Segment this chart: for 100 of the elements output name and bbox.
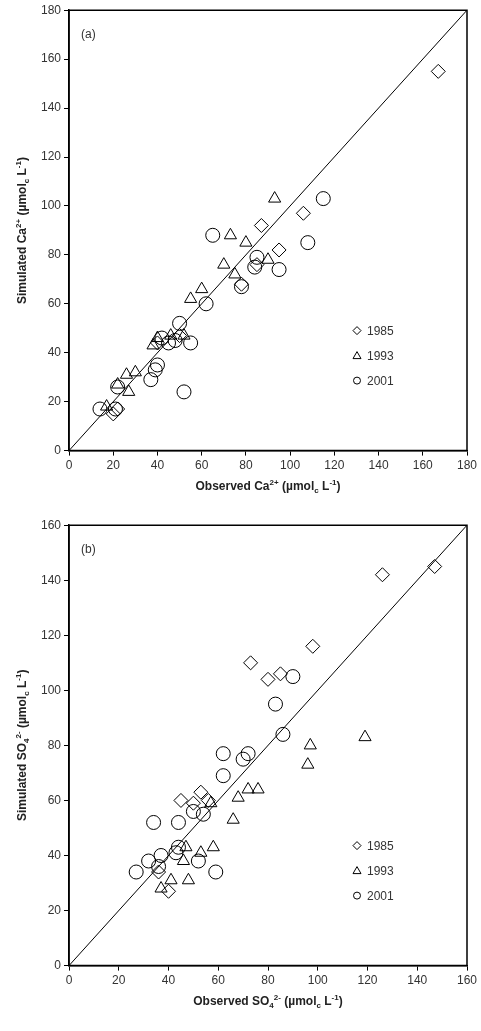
point — [358, 729, 372, 742]
point — [184, 291, 198, 303]
point — [295, 205, 311, 221]
point — [122, 384, 136, 396]
point — [154, 330, 170, 346]
point — [249, 249, 265, 265]
point — [151, 864, 167, 880]
point — [110, 379, 126, 395]
point — [194, 845, 208, 857]
point — [164, 872, 178, 885]
point — [303, 737, 317, 750]
point — [300, 235, 316, 251]
legend-label: 2001 — [367, 888, 395, 903]
point — [272, 666, 288, 682]
point — [240, 746, 256, 762]
point — [239, 235, 253, 247]
y-tick-label: 160 — [40, 51, 62, 66]
point — [143, 372, 159, 388]
point — [147, 362, 163, 378]
x-tick-label: 160 — [412, 458, 434, 473]
point — [200, 792, 216, 808]
y-tick-label: 140 — [40, 100, 62, 115]
legend-label: 1985 — [367, 323, 395, 338]
point — [215, 768, 231, 784]
x-tick-label: 120 — [324, 458, 345, 473]
point — [241, 781, 255, 794]
point — [128, 864, 144, 880]
point — [172, 315, 188, 331]
x-tick-label: 40 — [150, 458, 165, 473]
x-tick-label: 0 — [65, 458, 73, 473]
y-tick-label: 120 — [40, 627, 62, 642]
point — [374, 567, 390, 583]
point — [206, 839, 220, 852]
point — [305, 638, 321, 654]
x-axis-title: Observed SO$_{4}$$^{2-}$ (µmol$_{c}$ L$^{-1}$) — [192, 993, 344, 1011]
point — [260, 671, 276, 687]
point — [268, 191, 282, 203]
x-tick-label: 140 — [368, 458, 389, 473]
point — [267, 696, 283, 712]
point — [153, 848, 169, 863]
point — [141, 853, 157, 869]
point — [146, 337, 160, 350]
legend-label: 1985 — [367, 838, 395, 853]
point — [172, 328, 188, 344]
point — [208, 864, 224, 880]
point — [168, 845, 184, 861]
point — [170, 839, 186, 855]
x-tick-label: 160 — [456, 973, 478, 988]
point — [128, 364, 142, 377]
y-tick-label: 80 — [47, 737, 62, 752]
point — [105, 406, 121, 422]
point — [275, 726, 291, 742]
x-tick-label: 60 — [211, 973, 226, 988]
point — [261, 252, 275, 264]
point — [151, 859, 167, 875]
point — [150, 330, 165, 343]
x-tick-label: 140 — [407, 973, 428, 988]
point — [181, 872, 195, 885]
point — [164, 328, 178, 340]
x-tick-label: 100 — [280, 458, 301, 473]
point — [190, 853, 206, 869]
point — [149, 335, 165, 351]
x-tick-label: 40 — [161, 973, 176, 988]
point — [185, 803, 201, 819]
y-tick-label: 40 — [47, 345, 62, 360]
point — [315, 191, 331, 207]
point — [183, 335, 199, 351]
point — [215, 746, 231, 762]
point — [217, 257, 231, 269]
point — [161, 335, 177, 351]
point — [185, 795, 201, 811]
point — [235, 751, 251, 767]
point — [223, 227, 237, 240]
y-tick-label: 100 — [40, 198, 62, 213]
x-tick-label: 100 — [307, 973, 329, 988]
point — [198, 296, 214, 312]
x-axis-title: Observed Ca$^{2+}$ (µmol$_{c}$ L$^{-1}$) — [194, 478, 342, 496]
point — [146, 814, 162, 830]
point — [204, 795, 218, 808]
point — [111, 377, 125, 389]
point — [179, 839, 193, 852]
point — [173, 792, 189, 808]
y-tick-label: 60 — [47, 296, 62, 311]
y-tick-label: 120 — [40, 149, 62, 164]
point — [119, 367, 134, 379]
point — [100, 399, 114, 411]
y-tick-label: 20 — [47, 393, 62, 408]
point — [251, 781, 265, 794]
x-tick-label: 180 — [456, 458, 478, 473]
annotation: (b) — [81, 541, 96, 556]
point — [243, 655, 259, 671]
annotation: (a) — [81, 26, 96, 41]
point — [253, 218, 269, 234]
y-tick-label: 40 — [47, 847, 62, 862]
x-tick-label: 80 — [261, 973, 275, 988]
legend-label: 2001 — [367, 373, 395, 388]
x-tick-label: 120 — [357, 973, 378, 988]
y-tick-label: 80 — [47, 247, 62, 262]
point — [167, 333, 183, 348]
y-tick-label: 140 — [40, 572, 62, 587]
